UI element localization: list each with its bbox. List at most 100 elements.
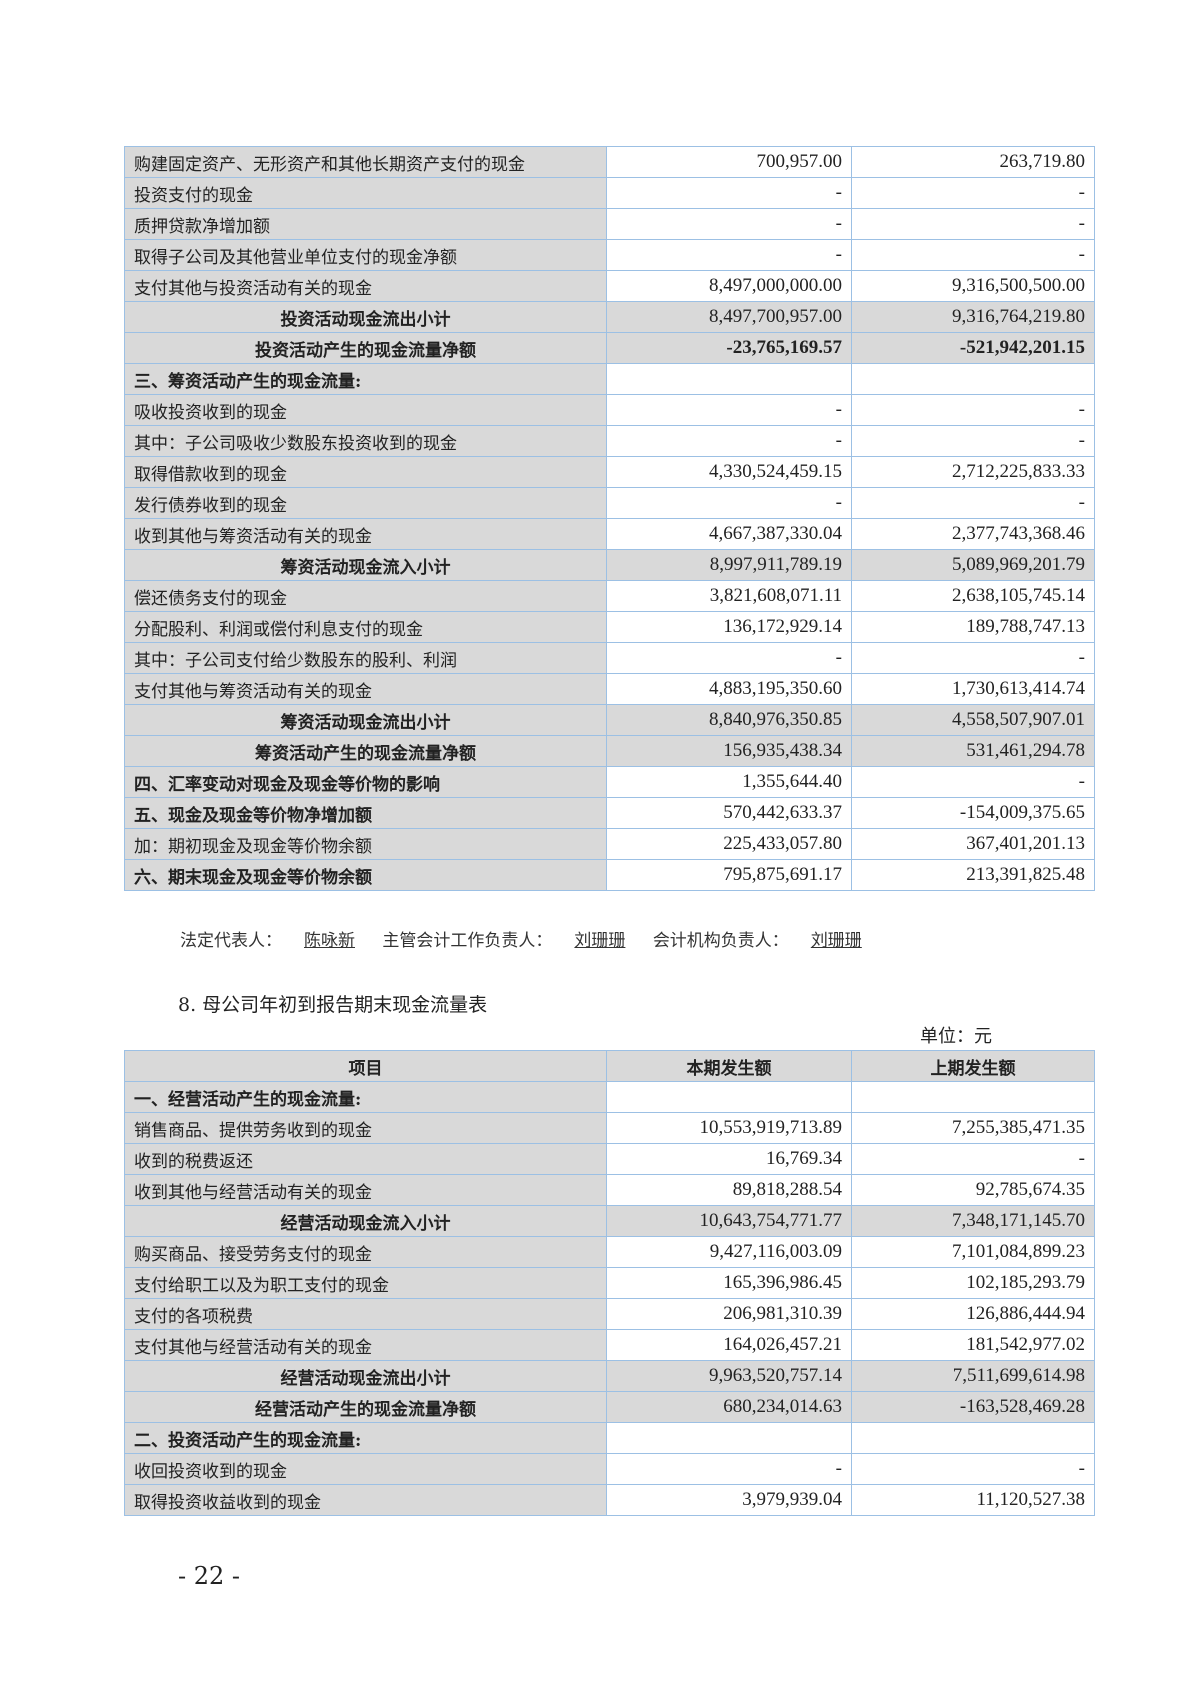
prior-period-value: 367,401,201.13 [851,828,1095,860]
current-period-value: 16,769.34 [606,1143,852,1175]
current-period-value: 89,818,288.54 [606,1174,852,1206]
table-row-item: 投资支付的现金 - - [124,177,1095,209]
prior-period-value: 213,391,825.48 [851,859,1095,891]
current-period-value: 165,396,986.45 [606,1267,852,1299]
prior-period-value: 181,542,977.02 [851,1329,1095,1361]
current-period-value: - [606,487,852,519]
row-label: 经营活动产生的现金流量净额 [124,1391,607,1423]
header-item: 项目 [124,1050,607,1082]
prior-period-value: 92,785,674.35 [851,1174,1095,1206]
header-prior-period: 上期发生额 [851,1050,1095,1082]
table-row-item: 销售商品、提供劳务收到的现金 10,553,919,713.89 7,255,385… [124,1112,1095,1144]
section-title: 8. 母公司年初到报告期末现金流量表 [178,994,488,1016]
current-period-value: 225,433,057.80 [606,828,852,860]
prior-period-value: 2,638,105,745.14 [851,580,1095,612]
table-row-net: 经营活动产生的现金流量净额 680,234,014.63 -163,528,469.… [124,1391,1095,1423]
table-row-item: 其中：子公司吸收少数股东投资收到的现金 - - [124,425,1095,457]
current-period-value: - [606,208,852,240]
row-label: 取得子公司及其他营业单位支付的现金净额 [124,239,607,271]
table-row-item: 质押贷款净增加额 - - [124,208,1095,240]
accounting-head-label: 主管会计工作负责人： [382,931,553,951]
prior-period-value: 9,316,500,500.00 [851,270,1095,302]
row-label: 收到的税费返还 [124,1143,607,1175]
table-row-item: 取得借款收到的现金 4,330,524,459.15 2,712,225,833.3… [124,456,1095,488]
current-period-value: 4,883,195,350.60 [606,673,852,705]
row-label: 发行债券收到的现金 [124,487,607,519]
current-period-value: -23,765,169.57 [606,332,852,364]
table-row-section: 四、汇率变动对现金及现金等价物的影响 1,355,644.40- [124,766,1095,798]
current-period-value: 680,234,014.63 [606,1391,852,1423]
prior-period-value: - [851,487,1095,519]
prior-period-value: - [851,208,1095,240]
table-row-item: 支付给职工以及为职工支付的现金 165,396,986.45 102,185,293… [124,1267,1095,1299]
row-label: 购建固定资产、无形资产和其他长期资产支付的现金 [124,146,607,178]
current-period-value [606,1422,852,1454]
prior-period-value: 11,120,527.38 [851,1484,1095,1516]
row-label: 经营活动现金流出小计 [124,1360,607,1392]
accounting-org-label: 会计机构负责人： [652,931,789,951]
table-row-net: 投资活动产生的现金流量净额 -23,765,169.57 -521,942,201.… [124,332,1095,364]
row-label: 偿还债务支付的现金 [124,580,607,612]
row-label: 经营活动现金流入小计 [124,1205,607,1237]
prior-period-value [851,363,1095,395]
unit-label: 单位：元 [920,1026,992,1047]
table-row-item: 发行债券收到的现金 - - [124,487,1095,519]
current-period-value [606,1081,852,1113]
table-row-item: 收到其他与经营活动有关的现金 89,818,288.54 92,785,674.35 [124,1174,1095,1206]
table-row-item: 收回投资收到的现金 - - [124,1453,1095,1485]
row-label: 质押贷款净增加额 [124,208,607,240]
row-label: 筹资活动现金流出小计 [124,704,607,736]
table-row-net: 筹资活动产生的现金流量净额 156,935,438.34 531,461,294.7… [124,735,1095,767]
prior-period-value: - [851,1453,1095,1485]
row-label: 收到其他与经营活动有关的现金 [124,1174,607,1206]
prior-period-value: 126,886,444.94 [851,1298,1095,1330]
current-period-value: 10,643,754,771.77 [606,1205,852,1237]
signature-line: 法定代表人： 陈咏新 主管会计工作负责人： 刘珊珊 会计机构负责人： 刘珊珊 [180,926,902,951]
table-row-item: 取得投资收益收到的现金 3,979,939.04 11,120,527.38 [124,1484,1095,1516]
header-current-period: 本期发生额 [606,1050,852,1082]
prior-period-value: -154,009,375.65 [851,797,1095,829]
table-row-item: 收到的税费返还 16,769.34- [124,1143,1095,1175]
cash-flow-table-parent: 项目 本期发生额 上期发生额 一、经营活动产生的现金流量: 销售商品、提供劳务收到… [124,1050,1095,1516]
row-label: 收到其他与筹资活动有关的现金 [124,518,607,550]
current-period-value: 206,981,310.39 [606,1298,852,1330]
prior-period-value: 189,788,747.13 [851,611,1095,643]
row-label: 六、期末现金及现金等价物余额 [124,859,607,891]
row-label: 投资活动产生的现金流量净额 [124,332,607,364]
accounting-head-name: 刘珊珊 [574,931,626,951]
current-period-value: 3,979,939.04 [606,1484,852,1516]
legal-rep-name: 陈咏新 [304,931,355,951]
current-period-value: 8,997,911,789.19 [606,549,852,581]
table-row-item: 收到其他与筹资活动有关的现金 4,667,387,330.04 2,377,743,… [124,518,1095,550]
current-period-value: - [606,394,852,426]
table-row-item: 分配股利、利润或偿付利息支付的现金 136,172,929.14 189,788,7… [124,611,1095,643]
prior-period-value: 102,185,293.79 [851,1267,1095,1299]
current-period-value: 4,330,524,459.15 [606,456,852,488]
table-row-item: 加：期初现金及现金等价物余额 225,433,057.80 367,401,201.… [124,828,1095,860]
prior-period-value [851,1081,1095,1113]
current-period-value: 700,957.00 [606,146,852,178]
prior-period-value: 7,101,084,899.23 [851,1236,1095,1268]
table-row-item: 支付其他与筹资活动有关的现金 4,883,195,350.60 1,730,613,… [124,673,1095,705]
page-number: - 22 - [178,1562,241,1590]
row-label: 购买商品、接受劳务支付的现金 [124,1236,607,1268]
current-period-value: 10,553,919,713.89 [606,1112,852,1144]
prior-period-value: 2,377,743,368.46 [851,518,1095,550]
row-label: 筹资活动现金流入小计 [124,549,607,581]
current-period-value: - [606,1453,852,1485]
table-row-subtotal: 经营活动现金流入小计 10,643,754,771.77 7,348,171,145… [124,1205,1095,1237]
table-row-item: 购买商品、接受劳务支付的现金 9,427,116,003.09 7,101,084,… [124,1236,1095,1268]
prior-period-value [851,1422,1095,1454]
row-label: 四、汇率变动对现金及现金等价物的影响 [124,766,607,798]
row-label: 加：期初现金及现金等价物余额 [124,828,607,860]
prior-period-value: -163,528,469.28 [851,1391,1095,1423]
prior-period-value: 1,730,613,414.74 [851,673,1095,705]
table-row-item: 支付其他与投资活动有关的现金 8,497,000,000.00 9,316,500,… [124,270,1095,302]
prior-period-value: 7,348,171,145.70 [851,1205,1095,1237]
prior-period-value: 2,712,225,833.33 [851,456,1095,488]
prior-period-value: - [851,239,1095,271]
prior-period-value: 7,255,385,471.35 [851,1112,1095,1144]
current-period-value: 8,840,976,350.85 [606,704,852,736]
prior-period-value: - [851,177,1095,209]
table-row-item: 其中：子公司支付给少数股东的股利、利润 - - [124,642,1095,674]
